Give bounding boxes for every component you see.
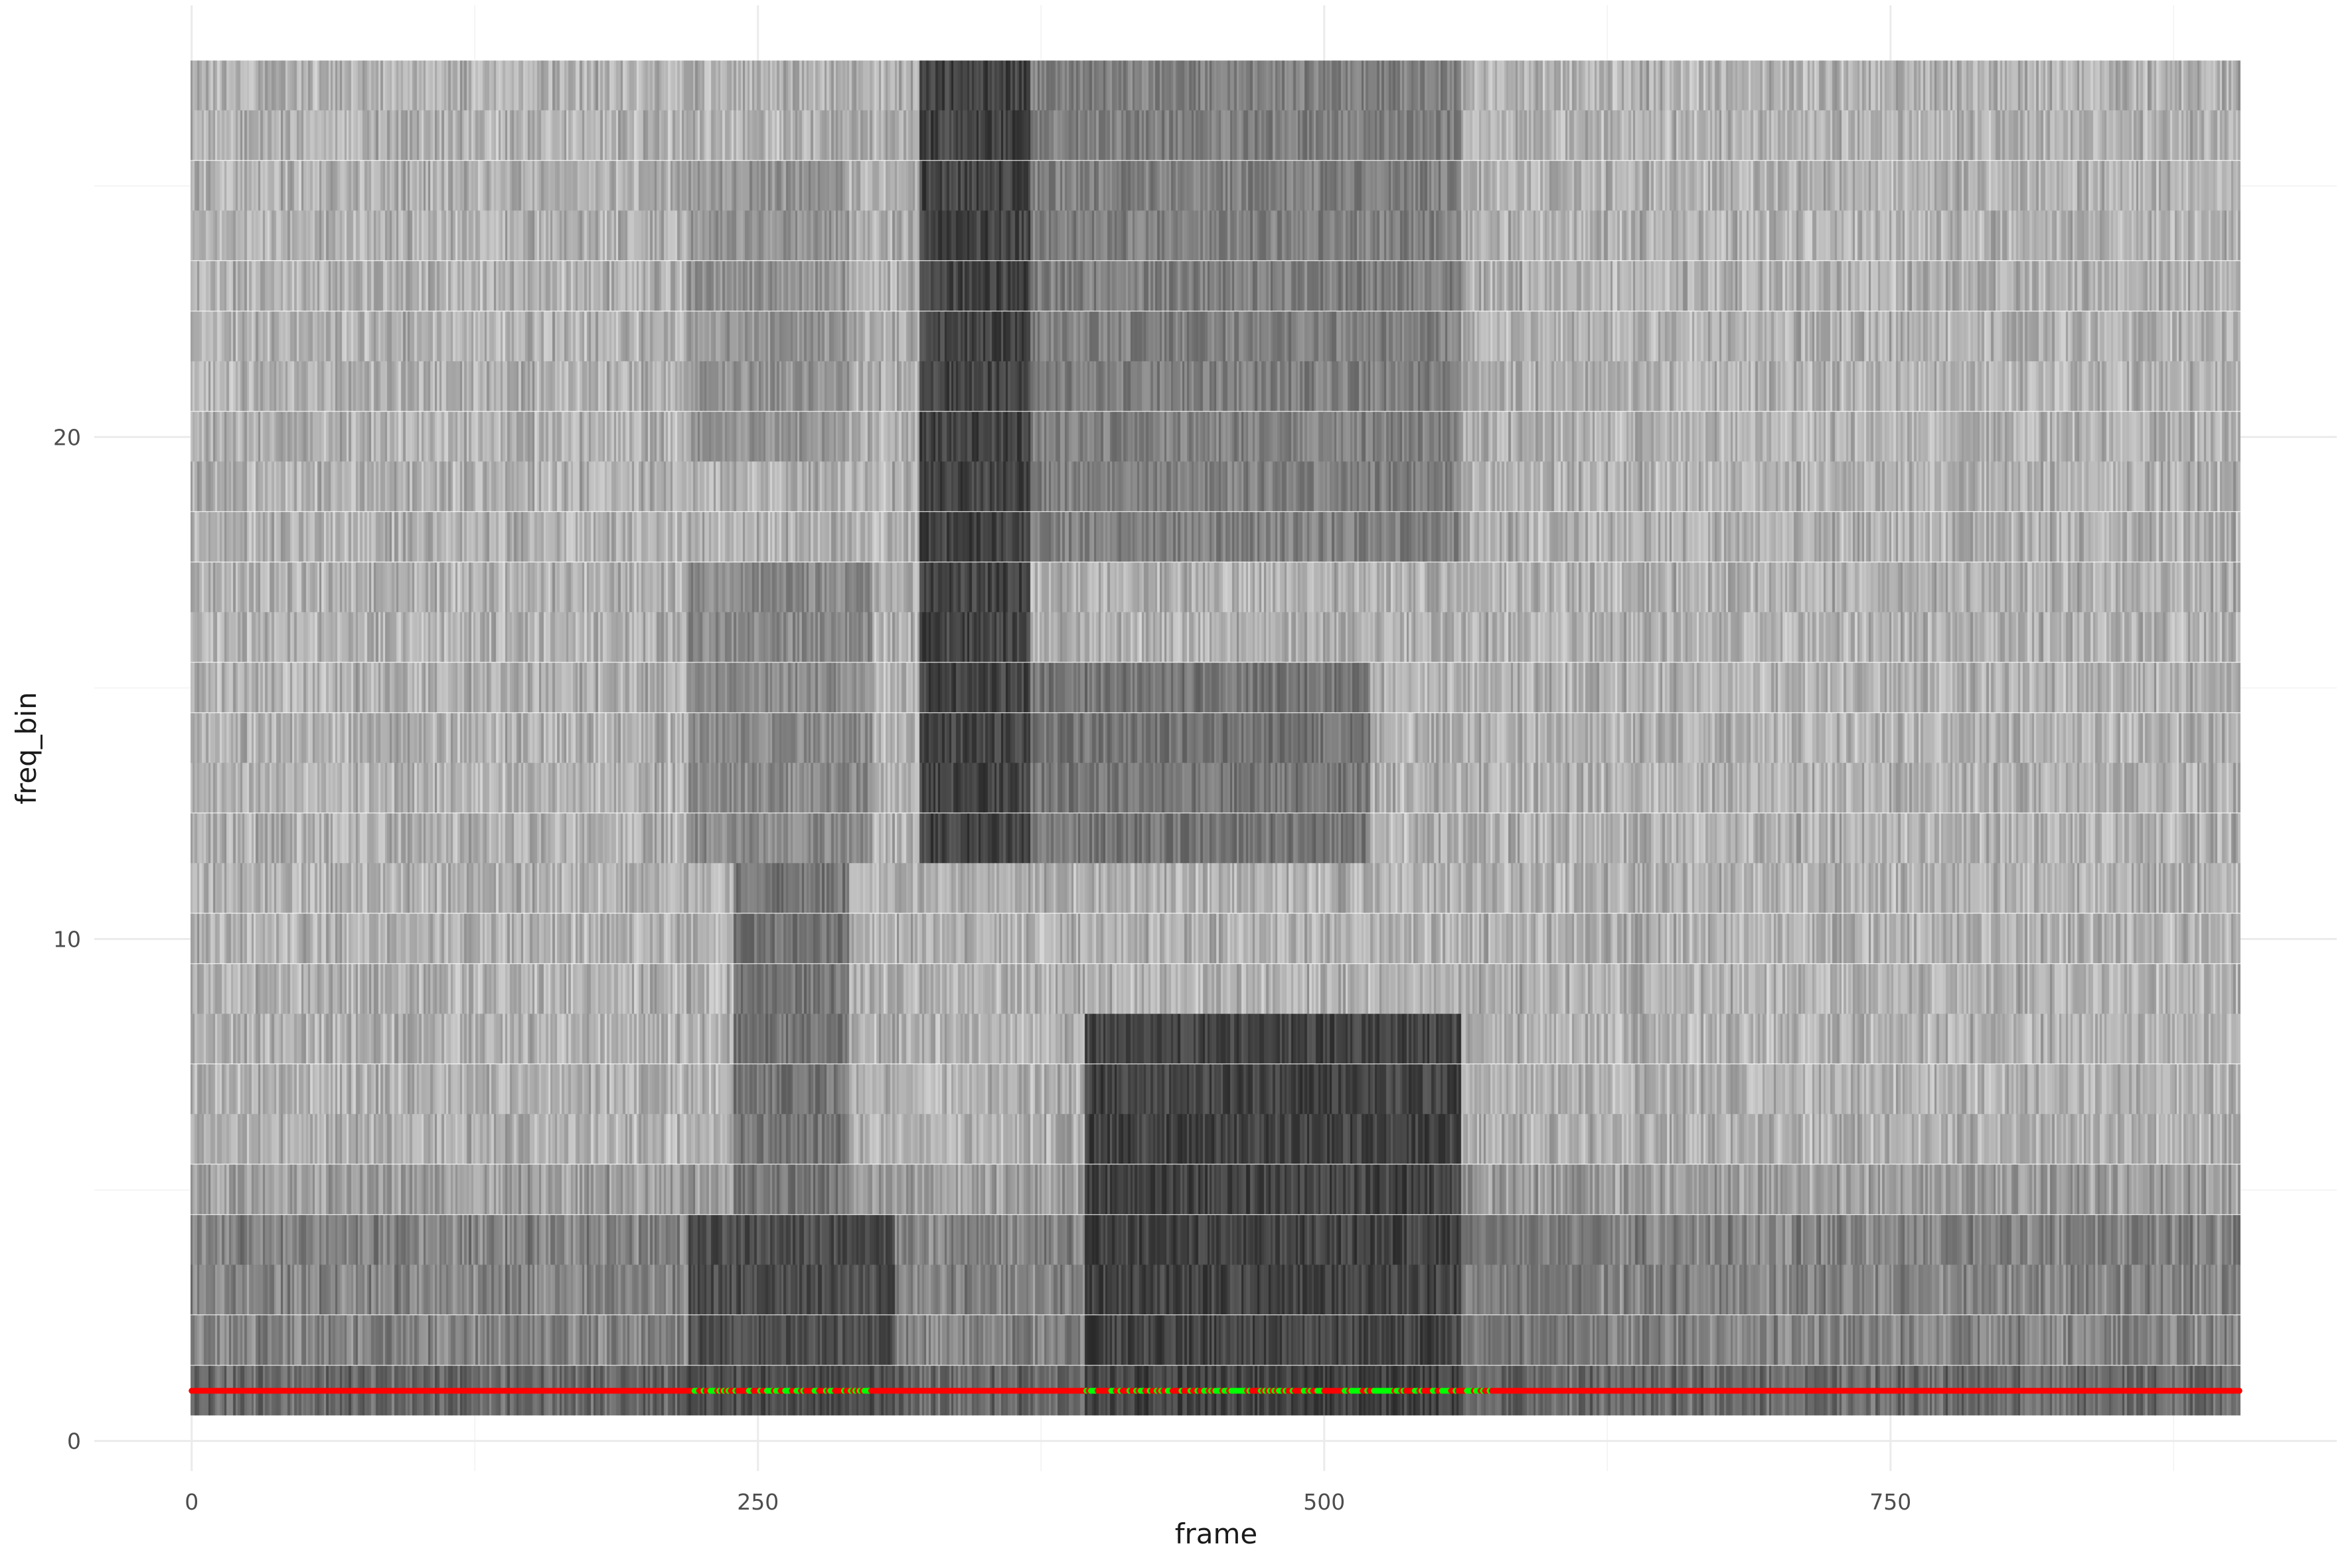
x-axis-title: frame [1175,1518,1258,1550]
frame-point [2236,1387,2242,1394]
y-tick-label: 20 [53,424,81,450]
x-tick-label: 500 [1303,1489,1345,1515]
heatmap-tiles [191,60,2241,1417]
x-tick-label: 0 [185,1489,198,1515]
y-tick-label: 10 [53,926,81,952]
y-axis-title: freq_bin [10,692,42,805]
heatmap-cells [191,60,2241,1417]
y-tick-label: 0 [67,1429,81,1454]
x-tick-label: 250 [737,1489,779,1515]
x-axis-ticks: 0 250 500 750 [185,1489,1911,1515]
y-axis-ticks: 0 10 20 [53,424,81,1454]
frame-points [189,1387,2242,1394]
x-tick-label: 750 [1869,1489,1911,1515]
